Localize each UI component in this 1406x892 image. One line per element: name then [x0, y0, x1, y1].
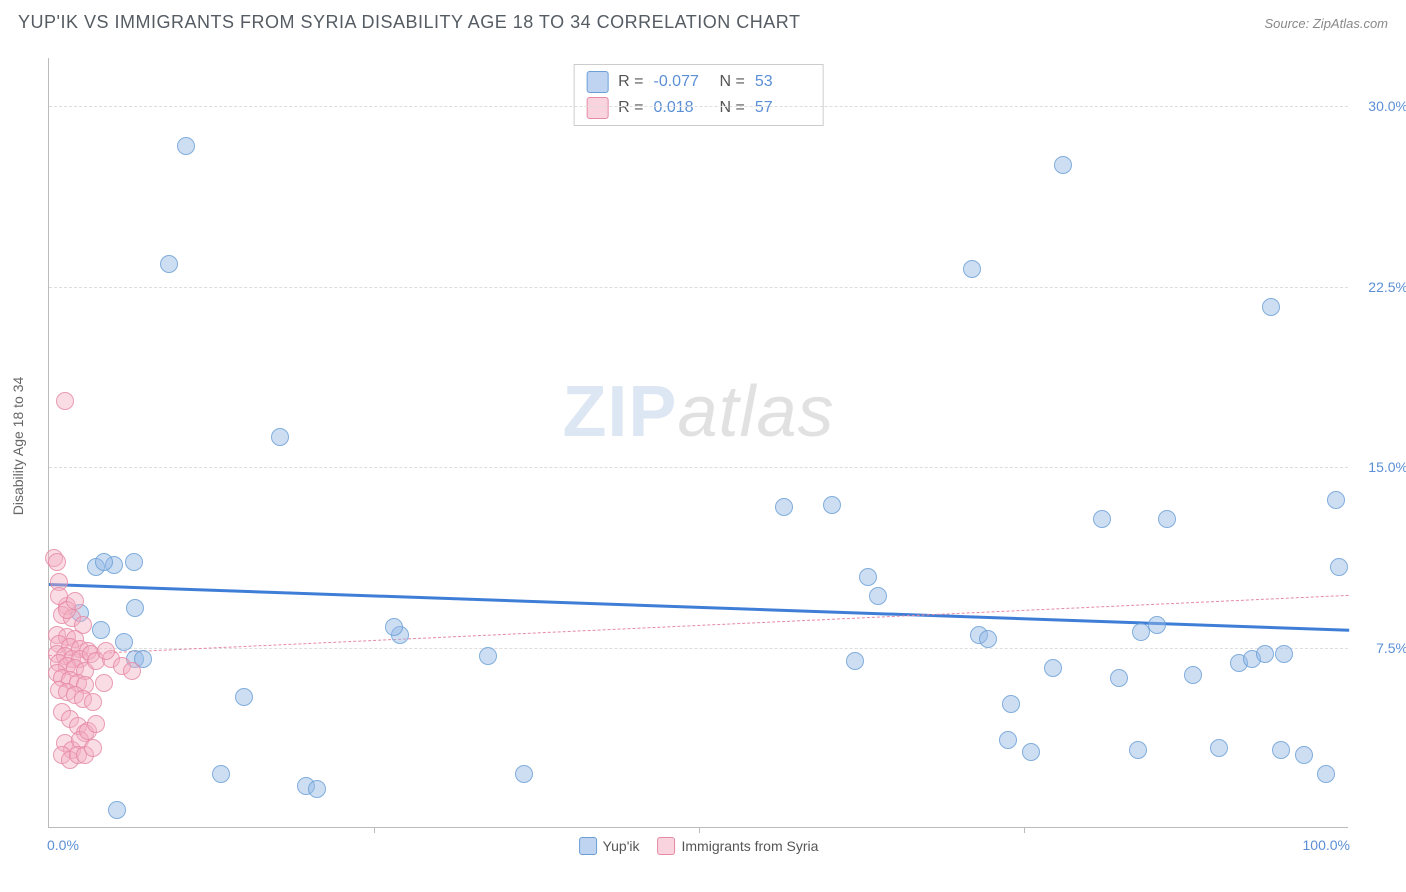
data-point	[95, 553, 113, 571]
legend-swatch-blue	[586, 71, 608, 93]
data-point	[212, 765, 230, 783]
data-point	[66, 592, 84, 610]
data-point	[308, 780, 326, 798]
legend-item-syria: Immigrants from Syria	[658, 837, 819, 855]
legend-stats-row-1: R = -0.077 N = 53	[586, 69, 811, 95]
data-point	[479, 647, 497, 665]
legend-swatch-pink-icon	[658, 837, 676, 855]
data-point	[97, 642, 115, 660]
x-tick-mark	[374, 827, 375, 833]
data-point	[95, 674, 113, 692]
y-tick-label: 22.5%	[1354, 279, 1406, 295]
legend-swatch-blue-icon	[579, 837, 597, 855]
n-value: 53	[755, 73, 811, 91]
data-point	[1210, 739, 1228, 757]
data-point	[1148, 616, 1166, 634]
r-label: R =	[618, 73, 643, 91]
source-attribution: Source: ZipAtlas.com	[1264, 16, 1388, 31]
gridline	[49, 648, 1348, 649]
data-point	[1262, 298, 1280, 316]
data-point	[126, 599, 144, 617]
chart-title: YUP'IK VS IMMIGRANTS FROM SYRIA DISABILI…	[18, 12, 800, 33]
gridline	[49, 106, 1348, 107]
data-point	[87, 715, 105, 733]
data-point	[92, 621, 110, 639]
data-point	[1184, 666, 1202, 684]
data-point	[1002, 695, 1020, 713]
x-tick-max: 100.0%	[1303, 837, 1350, 853]
data-point	[177, 137, 195, 155]
n-value: 57	[755, 99, 811, 117]
data-point	[869, 587, 887, 605]
data-point	[108, 801, 126, 819]
x-tick-mark	[1024, 827, 1025, 833]
data-point	[160, 255, 178, 273]
data-point	[84, 693, 102, 711]
n-label: N =	[720, 73, 745, 91]
title-bar: YUP'IK VS IMMIGRANTS FROM SYRIA DISABILI…	[0, 0, 1406, 41]
data-point	[125, 553, 143, 571]
y-tick-label: 15.0%	[1354, 459, 1406, 475]
data-point	[1022, 743, 1040, 761]
x-tick-mark	[699, 827, 700, 833]
data-point	[963, 260, 981, 278]
r-value: 0.018	[654, 99, 710, 117]
data-point	[1275, 645, 1293, 663]
watermark-atlas: atlas	[677, 372, 834, 452]
data-point	[823, 496, 841, 514]
n-label: N =	[720, 99, 745, 117]
data-point	[1054, 156, 1072, 174]
data-point	[846, 652, 864, 670]
r-value: -0.077	[654, 73, 710, 91]
legend-label: Yup'ik	[603, 838, 640, 854]
data-point	[1110, 669, 1128, 687]
data-point	[1256, 645, 1274, 663]
data-point	[123, 662, 141, 680]
data-point	[1129, 741, 1147, 759]
data-point	[1093, 510, 1111, 528]
legend-stats: R = -0.077 N = 53 R = 0.018 N = 57	[573, 64, 824, 126]
y-tick-label: 30.0%	[1354, 98, 1406, 114]
scatter-chart: ZIPatlas R = -0.077 N = 53 R = 0.018 N =…	[48, 58, 1348, 828]
data-point	[1272, 741, 1290, 759]
data-point	[1327, 491, 1345, 509]
r-label: R =	[618, 99, 643, 117]
data-point	[1158, 510, 1176, 528]
data-point	[1330, 558, 1348, 576]
data-point	[1317, 765, 1335, 783]
data-point	[859, 568, 877, 586]
y-axis-label: Disability Age 18 to 34	[10, 377, 26, 516]
legend-series: Yup'ik Immigrants from Syria	[579, 837, 819, 855]
x-tick-min: 0.0%	[47, 837, 79, 853]
legend-label: Immigrants from Syria	[682, 838, 819, 854]
data-point	[999, 731, 1017, 749]
data-point	[115, 633, 133, 651]
data-point	[84, 739, 102, 757]
data-point	[385, 618, 403, 636]
data-point	[271, 428, 289, 446]
data-point	[235, 688, 253, 706]
gridline	[49, 287, 1348, 288]
data-point	[48, 553, 66, 571]
data-point	[979, 630, 997, 648]
legend-item-yupik: Yup'ik	[579, 837, 640, 855]
data-point	[1044, 659, 1062, 677]
y-tick-label: 7.5%	[1354, 640, 1406, 656]
data-point	[515, 765, 533, 783]
data-point	[775, 498, 793, 516]
gridline	[49, 467, 1348, 468]
data-point	[56, 392, 74, 410]
legend-swatch-pink	[586, 97, 608, 119]
watermark: ZIPatlas	[562, 371, 834, 453]
watermark-zip: ZIP	[562, 372, 677, 452]
data-point	[1295, 746, 1313, 764]
legend-stats-row-2: R = 0.018 N = 57	[586, 95, 811, 121]
